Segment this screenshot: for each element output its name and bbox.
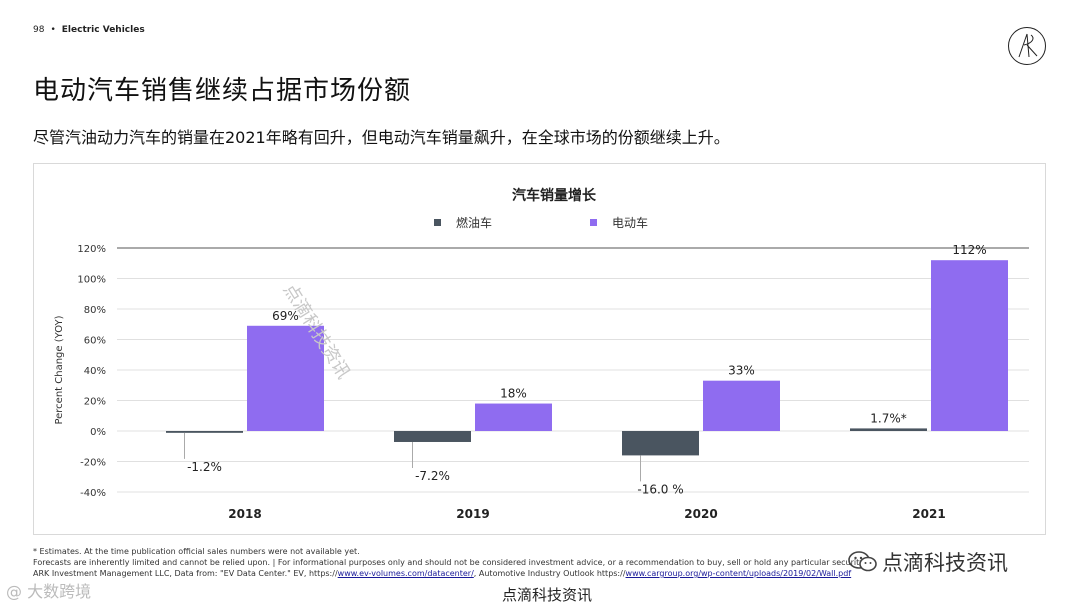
data-label: 112% bbox=[952, 243, 986, 257]
y-tick-label: 120% bbox=[77, 244, 106, 255]
legend-swatch-0 bbox=[434, 219, 441, 226]
bar-ev-2018 bbox=[247, 325, 324, 431]
data-label: -1.2% bbox=[187, 460, 222, 474]
bar-ice-2018 bbox=[166, 431, 243, 433]
y-tick-label: 100% bbox=[77, 275, 106, 286]
chart-title: 汽车销量增长 bbox=[512, 187, 597, 204]
watermark-left: @ 大数跨境 bbox=[6, 582, 92, 601]
footnotes: * Estimates. At the time publication off… bbox=[33, 546, 933, 579]
bar-ice-2020 bbox=[622, 431, 699, 456]
data-label: -16.0 % bbox=[637, 482, 683, 496]
section-name: Electric Vehicles bbox=[61, 25, 145, 35]
header-bar: 98 • Electric Vehicles bbox=[33, 25, 145, 35]
bar-ev-2019 bbox=[475, 403, 552, 431]
header-separator: • bbox=[50, 25, 56, 35]
y-tick-label: 0% bbox=[90, 427, 106, 438]
page-number: 98 bbox=[33, 25, 45, 35]
bar-ice-2021 bbox=[850, 428, 927, 431]
page-title: 电动汽车销售继续占据市场份额 bbox=[33, 76, 412, 106]
x-tick-label: 2021 bbox=[912, 507, 945, 521]
watermark-right-text: 点滴科技资讯 bbox=[882, 551, 1008, 575]
legend-label-1: 电动车 bbox=[612, 215, 648, 230]
page-subtitle: 尽管汽油动力汽车的销量在2021年略有回升，但电动汽车销量飙升，在全球市场的份额… bbox=[33, 128, 730, 147]
y-tick-label: 40% bbox=[84, 366, 106, 377]
bar-ev-2021 bbox=[931, 260, 1008, 431]
data-label: 1.7%* bbox=[870, 411, 907, 425]
x-tick-label: 2019 bbox=[456, 507, 489, 521]
source-text-1: ARK Investment Management LLC, Data from… bbox=[33, 569, 338, 578]
wechat-icon bbox=[848, 551, 877, 572]
bar-ev-2020 bbox=[703, 380, 780, 431]
x-tick-label: 2020 bbox=[684, 507, 717, 521]
y-tick-label: 60% bbox=[84, 336, 106, 347]
footnote-sources: ARK Investment Management LLC, Data from… bbox=[33, 568, 933, 579]
y-axis-label: Percent Change (YOY) bbox=[54, 315, 65, 424]
ark-logo-icon bbox=[1008, 27, 1046, 65]
y-tick-label: 20% bbox=[84, 397, 106, 408]
legend-swatch-1 bbox=[590, 219, 597, 226]
y-tick-label: 80% bbox=[84, 305, 106, 316]
legend-label-0: 燃油车 bbox=[456, 215, 492, 230]
x-tick-label: 2018 bbox=[228, 507, 261, 521]
footnote-disclaimer: Forecasts are inherently limited and can… bbox=[33, 558, 866, 567]
y-tick-label: -40% bbox=[80, 488, 106, 499]
footnote-estimates: * Estimates. At the time publication off… bbox=[33, 547, 360, 556]
cargroup-link[interactable]: www.cargroup.org/wp-content/uploads/2019… bbox=[625, 569, 852, 578]
data-label: 18% bbox=[500, 387, 527, 401]
ev-volumes-link[interactable]: www.ev-volumes.com/datacenter/ bbox=[337, 569, 474, 578]
data-label: -7.2% bbox=[415, 469, 450, 483]
chart-container: 汽车销量增长燃油车 电动车 -40% -20% 0% 20% 40% 60% 80% 100% 12… bbox=[33, 163, 1046, 535]
watermark-right: 点滴科技资讯 bbox=[848, 547, 1008, 577]
watermark-bottom: 点滴科技资讯 bbox=[502, 586, 593, 604]
data-label: 69% bbox=[272, 309, 299, 323]
bar-ice-2019 bbox=[394, 431, 471, 442]
source-text-2: , Automotive Industry Outlook https:// bbox=[473, 569, 626, 578]
data-label: 33% bbox=[728, 364, 755, 378]
y-tick-label: -20% bbox=[80, 458, 106, 469]
